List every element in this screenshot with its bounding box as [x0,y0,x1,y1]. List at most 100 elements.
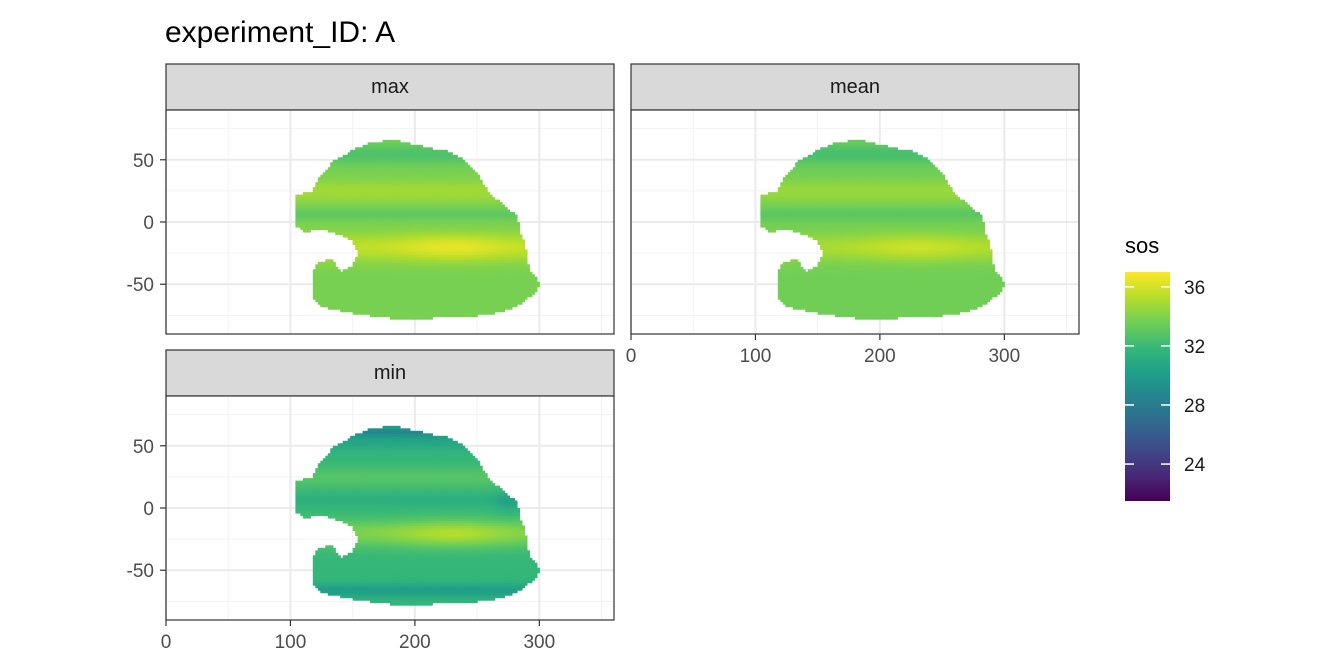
heatmap-cell [404,192,409,196]
heatmap-cell [399,269,404,273]
heatmap-cell [355,209,359,213]
heatmap-cell [382,212,386,216]
heatmap-cell [392,266,396,270]
heatmap-cell [387,256,391,260]
heatmap-cell [385,259,389,263]
heatmap-cell [392,294,396,298]
heatmap-cell [370,192,374,196]
heatmap-cell [392,284,396,288]
heatmap-cell [414,182,418,186]
heatmap-cell [327,184,331,188]
heatmap-cell [347,286,351,290]
heatmap-cell [327,276,331,280]
heatmap-cell [297,209,301,213]
heatmap-cell [320,212,324,216]
heatmap-cell [387,271,391,275]
heatmap-cell [382,309,386,313]
heatmap-cell [337,219,341,223]
heatmap-cell [307,199,311,203]
heatmap-cell [312,219,316,223]
heatmap-cell [392,296,396,300]
heatmap-cell [360,169,364,173]
heatmap-cell [362,157,366,161]
heatmap-cell [387,219,391,223]
heatmap-cell [375,202,379,206]
heatmap-cell [414,204,418,208]
heatmap-cell [402,184,406,188]
heatmap-cell [355,154,359,158]
heatmap-cell [397,309,401,313]
heatmap-cell [302,217,306,221]
heatmap-cell [407,311,411,315]
heatmap-cell [372,244,376,248]
heatmap-cell [370,289,374,293]
heatmap-cell [317,194,321,198]
heatmap-cell [332,202,336,206]
heatmap-cell [375,179,379,183]
heatmap-cell [404,279,409,283]
heatmap-cell [414,299,418,303]
heatmap-cell [380,276,384,280]
heatmap-cell [402,179,406,183]
heatmap-cell [317,184,321,188]
heatmap-cell [365,244,369,248]
heatmap-cell [297,194,301,198]
heatmap-cell [409,149,413,153]
heatmap-cell [345,182,349,186]
heatmap-cell [365,224,369,228]
heatmap-cell [404,157,409,161]
heatmap-cell [330,197,334,201]
heatmap-cell [365,304,369,308]
heatmap-cell [390,164,394,168]
heatmap-cell [357,164,361,168]
heatmap-cell [297,212,301,216]
heatmap-cell [367,207,371,211]
heatmap-cell [414,184,418,188]
heatmap-cell [394,179,399,183]
heatmap-cell [367,239,371,243]
heatmap-cell [347,174,351,178]
heatmap-cell [397,299,401,303]
heatmap-cell [397,224,401,228]
heatmap-cell [377,169,381,173]
heatmap-cell [367,254,371,258]
heatmap-cell [402,286,406,290]
heatmap-cell [357,266,361,270]
heatmap-cell [412,192,416,196]
heatmap-cell [399,294,404,298]
heatmap-cell [367,212,371,216]
heatmap-cell [355,296,359,300]
heatmap-cell [399,187,404,191]
heatmap-cell [322,209,326,213]
heatmap-cell [367,281,371,285]
heatmap-cell [390,202,394,206]
heatmap-cell [372,236,376,241]
heatmap-cell [404,241,409,245]
heatmap-cell [322,284,326,288]
heatmap-cell [305,219,309,223]
heatmap-cell [382,142,386,146]
heatmap-cell [382,249,386,253]
heatmap-cell [325,281,329,285]
heatmap-cell [362,279,366,283]
heatmap-cell [332,167,336,171]
heatmap-cell [367,291,371,295]
heatmap-cell [404,284,409,288]
heatmap-cell [375,309,379,313]
heatmap-cell [414,194,418,198]
heatmap-cell [392,139,396,143]
heatmap-cell [337,226,341,231]
heatmap-cell [357,246,361,250]
heatmap-cell [332,194,336,198]
heatmap-cell [385,207,389,211]
heatmap-cell [347,289,351,293]
heatmap-cell [347,184,351,188]
heatmap-cell [355,306,359,310]
heatmap-cell [370,152,374,156]
heatmap-cell [360,229,364,233]
heatmap-cell [347,164,351,168]
heatmap-cell [355,214,359,218]
heatmap-cell [414,217,418,221]
heatmap-cell [392,214,396,218]
heatmap-cell [337,209,341,213]
